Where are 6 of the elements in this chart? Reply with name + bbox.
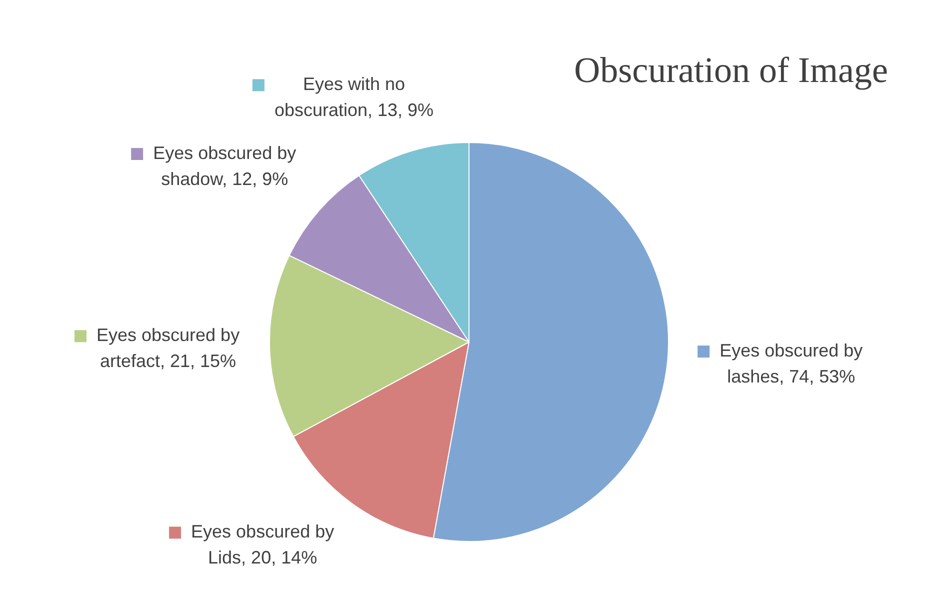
legend-label: Eyes obscured by Lids, 20, 14% [191, 522, 334, 568]
legend-label: Eyes with no obscuration, 13, 9% [274, 74, 434, 120]
legend-label: Eyes obscured by shadow, 12, 9% [153, 143, 296, 190]
chart-title: Obscuration of Image [574, 50, 888, 90]
legend-label: Eyes obscured by artefact, 21, 15% [96, 325, 240, 372]
legend-label: Eyes obscured by lashes, 74, 53% [720, 340, 863, 387]
